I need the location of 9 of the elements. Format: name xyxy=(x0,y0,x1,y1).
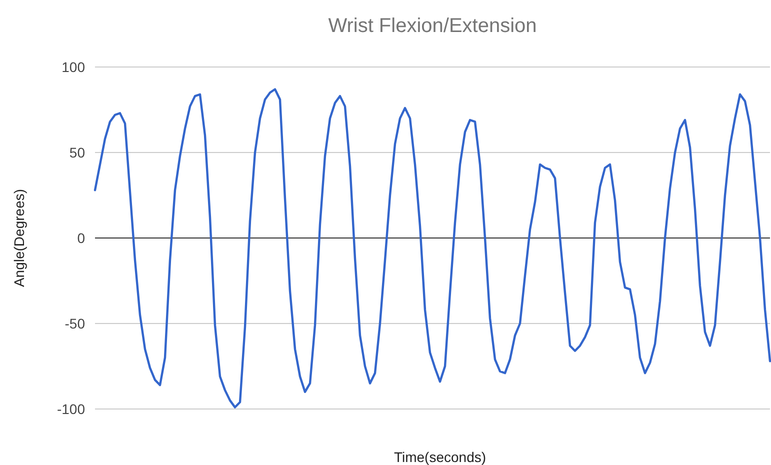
chart-title: Wrist Flexion/Extension xyxy=(328,15,537,37)
y-tick-label: -50 xyxy=(64,315,86,332)
y-axis-title: Angle(Degrees) xyxy=(11,188,27,288)
y-tick-label: 100 xyxy=(62,58,86,75)
y-tick-label: -100 xyxy=(56,400,86,417)
line-series xyxy=(94,88,771,408)
x-axis-title: Time(seconds) xyxy=(394,449,486,465)
y-tick-label: 0 xyxy=(77,230,86,246)
y-tick-label: 50 xyxy=(69,144,86,160)
